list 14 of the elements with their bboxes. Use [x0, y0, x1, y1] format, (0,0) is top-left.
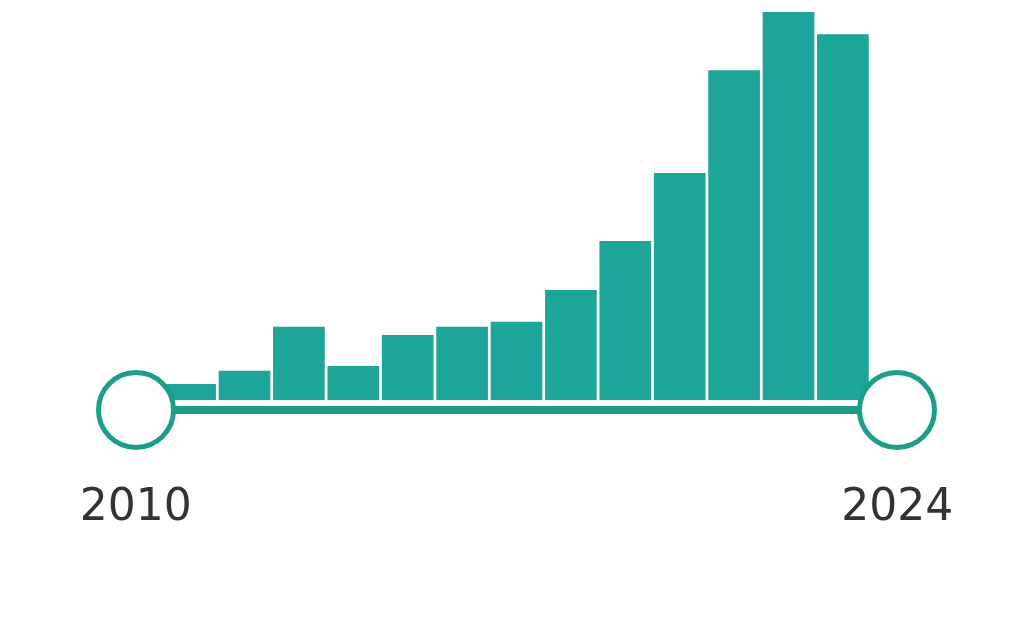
bar [708, 70, 760, 401]
x-tick-label: 2010 [79, 479, 192, 531]
bar [218, 370, 271, 401]
bar [273, 326, 325, 401]
bar [653, 173, 706, 401]
bar [381, 334, 434, 401]
bar [545, 289, 597, 401]
bar [599, 241, 652, 401]
bar [490, 321, 543, 401]
bar [762, 12, 815, 401]
bar [817, 34, 869, 401]
bar [436, 326, 488, 401]
x-tick-label: 2024 [841, 479, 954, 531]
bar [327, 366, 380, 401]
